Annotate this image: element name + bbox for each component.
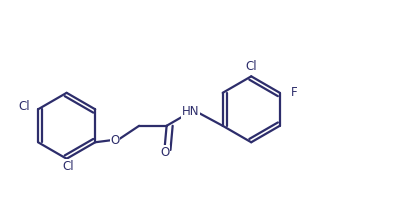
Text: HN: HN <box>182 105 199 118</box>
Text: F: F <box>291 86 297 99</box>
Text: Cl: Cl <box>62 160 74 173</box>
Text: Cl: Cl <box>18 99 30 113</box>
Text: Cl: Cl <box>246 60 257 73</box>
Text: O: O <box>160 146 170 159</box>
Text: O: O <box>110 134 119 147</box>
